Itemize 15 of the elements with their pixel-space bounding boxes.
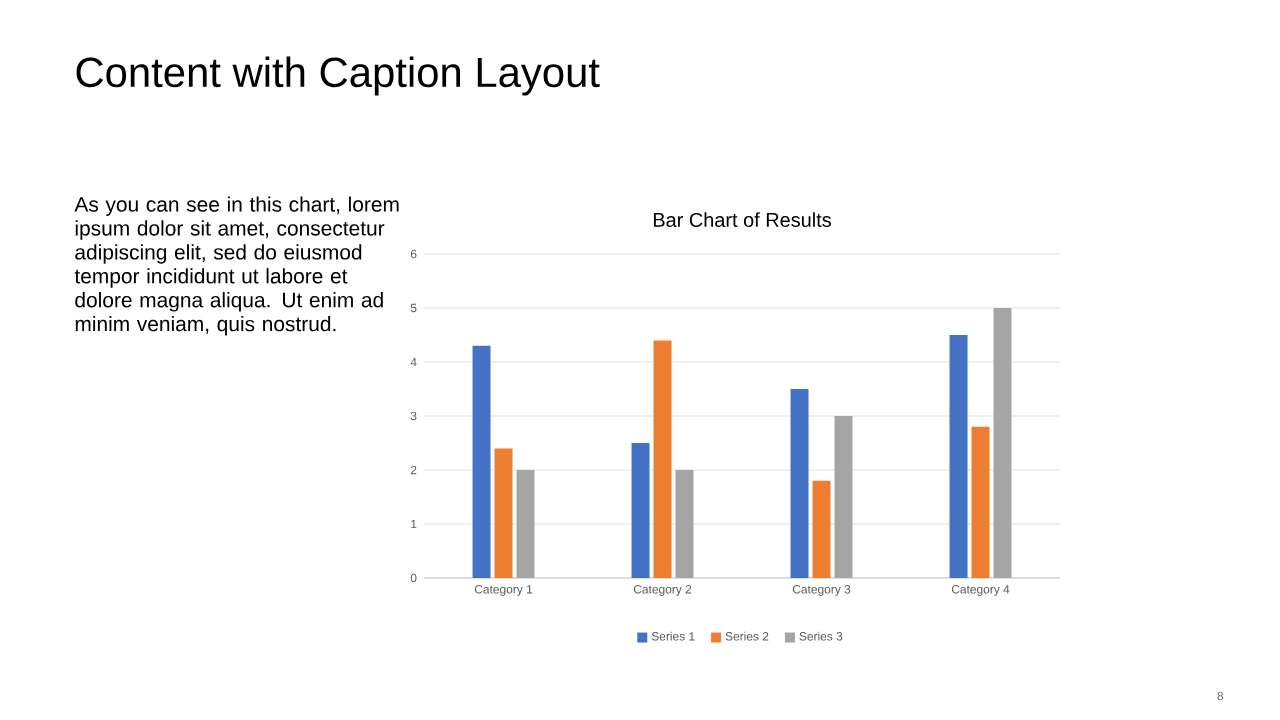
- chart-title: Bar Chart of Results: [653, 212, 831, 227]
- text: As you can see in this chart, lorem ipsum dolor sit amet, consectetur adipiscing elit, sed do eiusmod tempor incididunt ut labore et dolore magna aliqua. Ut enim ad minim veniam, quis nostrud.: [74, 196, 399, 336]
- bar: [494, 448, 513, 578]
- bar: [790, 389, 809, 578]
- bar: [949, 334, 968, 578]
- bar: [631, 443, 650, 578]
- bar: [653, 340, 672, 578]
- bar: [812, 480, 831, 578]
- bar: [971, 426, 990, 578]
- bar: [834, 416, 853, 578]
- text: Content with Caption Layout: [76, 56, 600, 96]
- bar: [516, 470, 535, 578]
- bar: [472, 345, 491, 578]
- bar: [993, 307, 1012, 578]
- bar: [675, 470, 694, 578]
